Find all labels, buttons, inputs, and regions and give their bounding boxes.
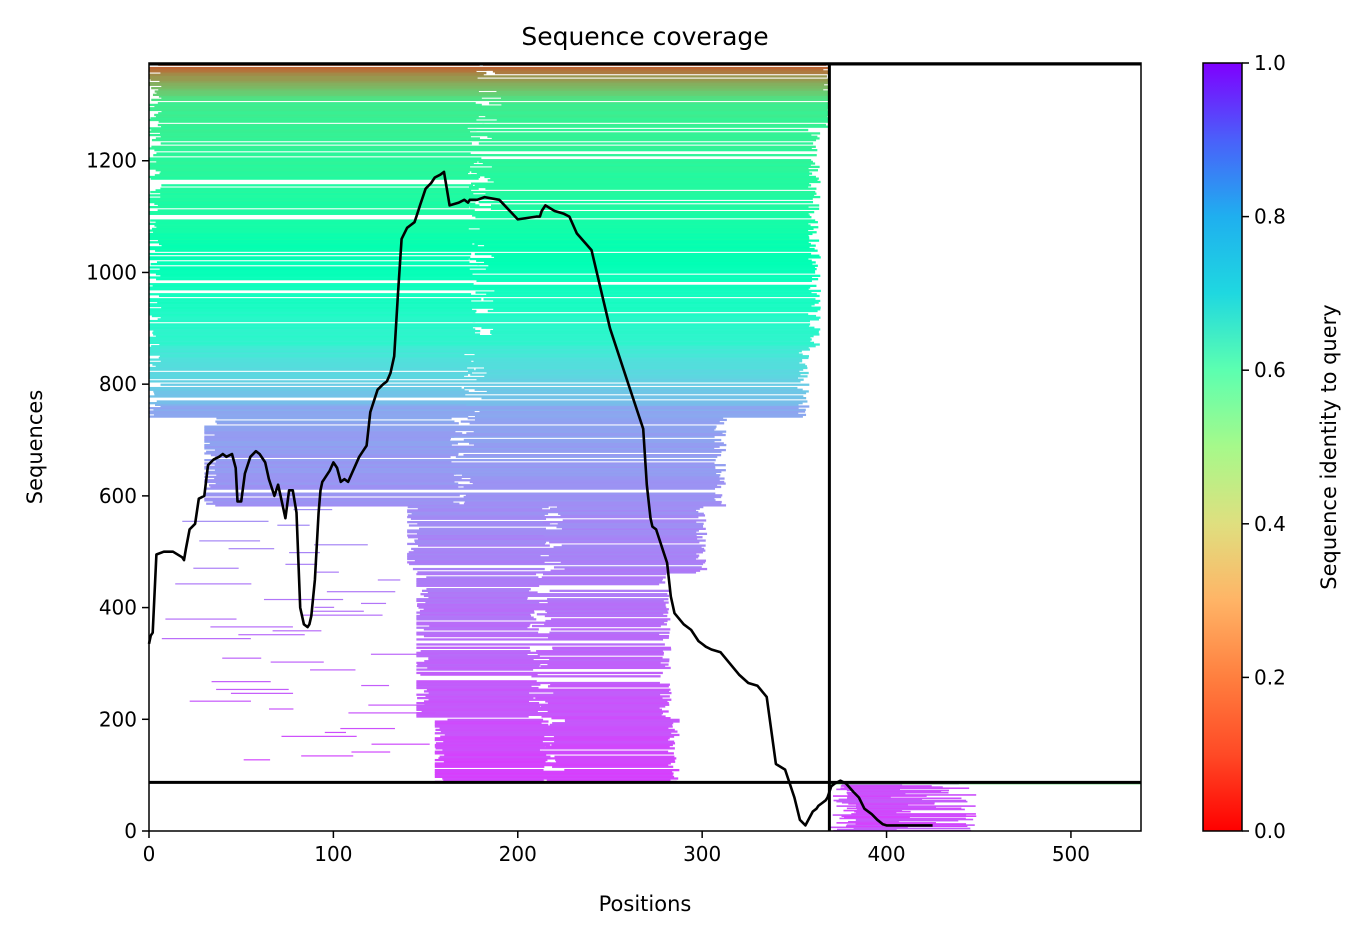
colorbar-tick-label: 0.0	[1254, 819, 1286, 843]
x-tick-label: 100	[314, 842, 352, 866]
y-axis-ticks: 0 200 400 600 800 1000 1200	[86, 149, 149, 843]
y-axis-label: Sequences	[23, 390, 47, 505]
y-tick-label: 600	[99, 484, 137, 508]
y-tick-label: 1000	[86, 260, 137, 284]
colorbar-tick-label: 0.4	[1254, 512, 1286, 536]
coverage-line	[147, 170, 933, 827]
chart-title: Sequence coverage	[521, 22, 768, 51]
x-axis-ticks: 0 100 200 300 400 500	[143, 831, 1090, 866]
x-tick-label: 300	[683, 842, 721, 866]
y-tick-label: 400	[99, 596, 137, 620]
coverage-heatmap	[149, 63, 1141, 831]
x-tick-label: 500	[1052, 842, 1090, 866]
colorbar-gradient	[1202, 62, 1243, 832]
x-axis-label: Positions	[599, 892, 692, 916]
colorbar-tick-label: 0.8	[1254, 205, 1286, 229]
x-tick-label: 200	[499, 842, 537, 866]
colorbar-tick-label: 0.6	[1254, 358, 1286, 382]
y-tick-label: 0	[124, 819, 137, 843]
x-tick-label: 0	[143, 842, 156, 866]
colorbar: 0.0 0.2 0.4 0.6 0.8 1.0 Sequence identity to …	[1202, 51, 1341, 843]
colorbar-tick-label: 1.0	[1254, 51, 1286, 75]
x-tick-label: 400	[867, 842, 905, 866]
colorbar-tick-label: 0.2	[1254, 665, 1286, 689]
colorbar-ticks: 0.0 0.2 0.4 0.6 0.8 1.0	[1242, 51, 1286, 843]
colorbar-label: Sequence identity to query	[1317, 304, 1341, 589]
y-tick-label: 800	[99, 372, 137, 396]
y-tick-label: 200	[99, 707, 137, 731]
y-tick-label: 1200	[86, 149, 137, 173]
